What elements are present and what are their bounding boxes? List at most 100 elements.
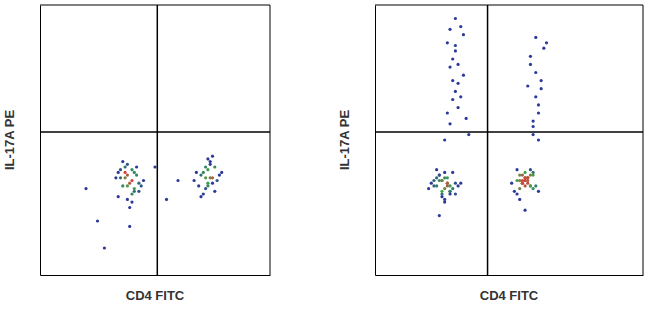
event-point — [435, 168, 438, 171]
event-point — [532, 187, 535, 190]
event-point — [521, 179, 524, 182]
event-point — [211, 155, 214, 158]
axis-line — [41, 275, 271, 276]
quadrant-line-horizontal — [375, 131, 643, 133]
event-point — [540, 79, 543, 82]
event-point — [529, 168, 532, 171]
event-point — [523, 176, 526, 179]
event-point — [126, 184, 129, 187]
event-point — [128, 206, 131, 209]
event-point — [523, 176, 526, 179]
event-point — [446, 111, 449, 114]
event-point — [534, 95, 537, 98]
event-point — [209, 163, 212, 166]
event-point — [438, 174, 441, 177]
event-point — [448, 192, 451, 195]
event-point — [459, 25, 462, 28]
event-point — [114, 176, 117, 179]
event-point — [532, 174, 535, 177]
event-point — [137, 182, 140, 185]
event-point — [532, 120, 535, 123]
event-point — [121, 160, 124, 163]
quadrant-line-horizontal — [40, 131, 270, 133]
event-point — [130, 168, 133, 171]
event-point — [128, 225, 131, 228]
event-point — [526, 84, 529, 87]
event-point — [537, 138, 540, 141]
event-point — [443, 187, 446, 190]
event-point — [117, 171, 120, 174]
event-point — [454, 90, 457, 93]
y-axis-title: IL-17A PE — [337, 110, 352, 171]
x-axis-title: CD4 FITC — [480, 288, 539, 303]
event-point — [448, 28, 451, 31]
event-point — [513, 190, 516, 193]
event-point — [467, 133, 470, 136]
event-point — [218, 174, 221, 177]
points — [84, 155, 223, 250]
event-point — [545, 41, 548, 44]
event-point — [130, 179, 133, 182]
event-point — [430, 182, 433, 185]
quadrant-gates — [40, 5, 270, 275]
event-point — [456, 82, 459, 85]
event-point — [432, 179, 435, 182]
event-point — [126, 198, 129, 201]
event-point — [518, 198, 521, 201]
event-point — [529, 63, 532, 66]
event-point — [446, 41, 449, 44]
event-point — [462, 74, 465, 77]
event-point — [213, 165, 216, 168]
x-axis — [376, 275, 644, 276]
event-point — [510, 182, 513, 185]
event-point — [130, 201, 133, 204]
event-point — [443, 201, 446, 204]
event-point — [462, 33, 465, 36]
event-point — [443, 171, 446, 174]
event-point — [206, 168, 209, 171]
event-point — [534, 36, 537, 39]
event-point — [456, 106, 459, 109]
event-point — [532, 125, 535, 128]
event-point — [451, 57, 454, 60]
quadrant-line-vertical — [487, 5, 489, 275]
event-point — [540, 87, 543, 90]
event-point — [521, 174, 524, 177]
event-point — [135, 165, 138, 168]
event-point — [133, 187, 136, 190]
event-point — [443, 138, 446, 141]
event-point — [206, 184, 209, 187]
event-point — [124, 176, 127, 179]
event-point — [440, 190, 443, 193]
axis-line — [376, 275, 644, 276]
quadrant-gates — [375, 5, 643, 275]
x-axis-title: CD4 FITC — [126, 288, 185, 303]
event-point — [446, 182, 449, 185]
event-point — [454, 192, 457, 195]
event-point — [448, 122, 451, 125]
event-point — [133, 171, 136, 174]
event-point — [197, 184, 200, 187]
event-point — [526, 179, 529, 182]
event-point — [435, 184, 438, 187]
event-point — [456, 63, 459, 66]
event-point — [209, 176, 212, 179]
figure: CD4 FITCIL-17A PECD4 FITCIL-17A PE — [0, 0, 650, 314]
event-point — [537, 190, 540, 193]
event-point — [454, 17, 457, 20]
event-point — [220, 171, 223, 174]
axis-line — [40, 6, 41, 276]
event-point — [96, 219, 99, 222]
event-point — [128, 182, 131, 185]
event-point — [126, 174, 129, 177]
y-axis — [375, 6, 376, 276]
event-point — [204, 187, 207, 190]
event-point — [153, 165, 156, 168]
event-point — [121, 184, 124, 187]
event-point — [84, 187, 87, 190]
event-point — [140, 184, 143, 187]
event-point — [518, 187, 521, 190]
event-point — [529, 55, 532, 58]
event-point — [451, 98, 454, 101]
event-point — [451, 79, 454, 82]
